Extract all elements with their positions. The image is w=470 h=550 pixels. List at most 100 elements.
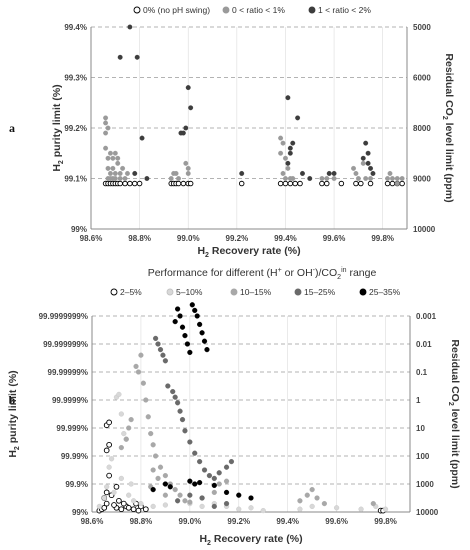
data-point <box>162 502 168 508</box>
data-point <box>280 170 286 176</box>
data-point <box>278 150 284 156</box>
data-point <box>183 125 189 131</box>
data-point <box>248 495 254 501</box>
data-point <box>385 176 391 181</box>
data-point <box>103 489 110 496</box>
y-tick-label: 99.99% <box>61 452 88 461</box>
data-point <box>118 506 125 513</box>
data-point <box>211 482 217 489</box>
data-point <box>238 180 245 187</box>
data-point <box>148 431 154 437</box>
legend-label: 2–5% <box>120 287 142 297</box>
x-tick-label: 99.6% <box>325 517 348 526</box>
panel-b: b Performance for different (H+ or OH-)/… <box>7 267 461 547</box>
data-point <box>150 467 156 473</box>
y2-axis-label-a: Residual CO2 level limit (ppm) <box>441 53 455 202</box>
data-point <box>142 506 149 513</box>
data-point <box>162 481 168 487</box>
legend-label: 10–15% <box>240 287 272 297</box>
data-point <box>355 176 361 181</box>
y-tick-label: 99.1% <box>64 175 87 184</box>
data-point <box>187 439 193 445</box>
data-point <box>175 498 181 504</box>
data-point <box>211 489 217 496</box>
data-point <box>360 160 366 166</box>
legend-marker <box>133 6 141 14</box>
data-point <box>389 180 396 187</box>
data-point <box>120 500 127 507</box>
data-point <box>150 487 156 493</box>
data-point <box>177 408 183 414</box>
data-point <box>172 319 178 325</box>
data-point <box>368 176 373 181</box>
data-point <box>185 165 191 171</box>
legend-b: 2–5% 5–10% 10–15% 15–25% 25–35% <box>110 287 401 297</box>
data-point <box>197 459 203 465</box>
data-point <box>334 505 340 511</box>
data-point <box>365 150 371 156</box>
y-axis-label-a: H2 purity limit (%) <box>51 84 65 171</box>
data-point <box>145 414 151 420</box>
data-point <box>188 105 194 111</box>
data-point <box>201 338 208 344</box>
data-point <box>399 176 405 181</box>
data-point <box>116 497 122 504</box>
points-b <box>96 302 389 514</box>
y2-tick-label: 9000 <box>413 175 431 184</box>
data-point <box>162 473 168 479</box>
y2-tick-label: 8000 <box>413 124 431 133</box>
y2-tick-label: 5000 <box>413 23 431 32</box>
data-point <box>101 504 108 511</box>
data-point <box>172 487 178 493</box>
x-tick-label: 99.4% <box>276 517 299 526</box>
data-point <box>223 501 230 507</box>
x-tick-label: 99.6% <box>323 234 346 243</box>
data-point <box>211 475 217 482</box>
y-tick-label: 99.99999% <box>48 368 88 377</box>
data-point <box>331 170 337 176</box>
data-point <box>183 160 189 166</box>
axes-a: 98.6% 98.8% 99.0% 99.2% 99.4% 99.6% 99.8% 99% 10… <box>64 23 435 243</box>
data-point <box>368 165 373 171</box>
data-point <box>189 302 195 308</box>
data-point <box>140 380 146 386</box>
panel-label-b: b <box>9 393 16 407</box>
legend-marker <box>359 288 367 296</box>
data-point <box>389 176 395 181</box>
data-point <box>228 459 235 465</box>
data-point <box>117 180 123 187</box>
data-point <box>121 431 127 437</box>
data-point <box>112 176 118 181</box>
data-point <box>117 176 123 181</box>
data-point <box>175 180 182 187</box>
data-point <box>358 506 364 512</box>
data-point <box>110 165 116 171</box>
data-point <box>112 170 118 176</box>
data-point <box>184 341 191 347</box>
data-point <box>324 176 330 181</box>
data-point <box>192 450 198 456</box>
data-point <box>107 170 113 176</box>
y-tick-label: 99.9999999% <box>39 312 88 321</box>
data-point <box>382 506 389 512</box>
grid-b <box>91 315 410 513</box>
data-point <box>132 170 138 176</box>
data-point <box>206 473 213 479</box>
data-point <box>338 180 345 187</box>
y2-tick-label: 1000 <box>416 480 434 489</box>
data-point <box>319 180 325 187</box>
data-point <box>126 425 132 431</box>
data-point <box>118 445 124 451</box>
data-point <box>394 176 400 181</box>
data-point <box>292 180 298 187</box>
data-point <box>187 349 193 356</box>
data-point <box>172 394 178 400</box>
data-point <box>117 170 123 176</box>
y2-axis-label-b: Residual CO2 level limit (ppm) <box>447 339 461 488</box>
y2-tick-label: 0.01 <box>416 340 432 349</box>
data-point <box>194 313 200 319</box>
data-point <box>223 478 230 484</box>
data-point <box>118 411 124 417</box>
data-point <box>107 176 113 181</box>
data-point <box>321 501 327 507</box>
